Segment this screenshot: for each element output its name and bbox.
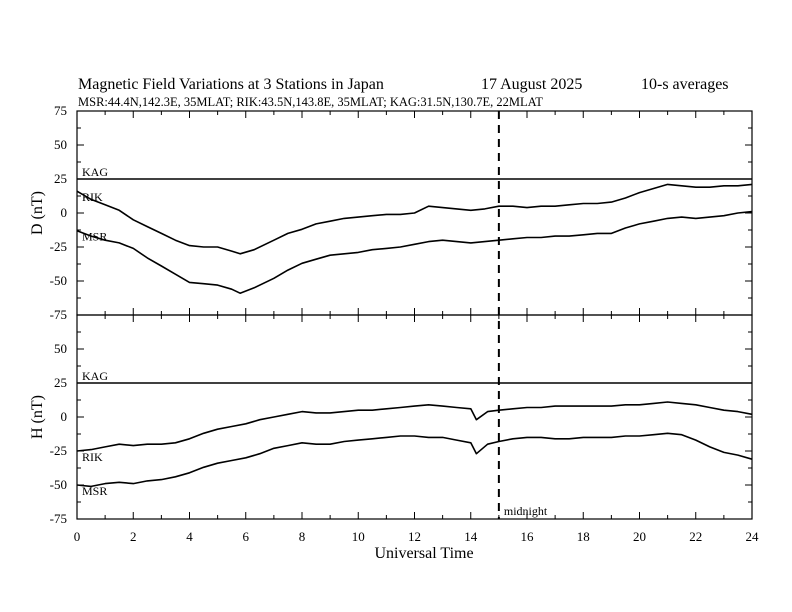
y-axis-label: H (nT) (29, 395, 46, 439)
y-tick-label: 50 (54, 341, 67, 356)
panel-frame (76, 314, 753, 520)
x-tick-label: 4 (186, 529, 193, 544)
x-axis-ticks: 0 2 4 6 8 10 12 14 16 18 20 22 24 (74, 529, 759, 544)
series-line-rik (76, 401, 753, 452)
x-tick-label: 16 (521, 529, 535, 544)
x-tick-label: 6 (243, 529, 250, 544)
series-label-rik: RIK (82, 450, 103, 464)
stations-info: MSR:44.4N,142.3E, 35MLAT; RIK:43.5N,143.… (78, 95, 543, 109)
x-tick-label: 20 (633, 529, 646, 544)
series-label-kag: KAG (82, 369, 108, 383)
y-tick-label: -25 (50, 239, 67, 254)
chart-date: 17 August 2025 (481, 76, 582, 93)
series-line-msr (76, 210, 753, 295)
x-tick-label: 12 (408, 529, 421, 544)
series-label-msr: MSR (82, 230, 107, 244)
x-tick-label: 10 (352, 529, 365, 544)
declination-panel: 75 50 25 0 -25 -50 -75 D (nT) KAG RIK MSR (29, 103, 753, 322)
series-line-rik (76, 183, 753, 255)
y-tick-label: -75 (50, 307, 67, 322)
chart-title: Magnetic Field Variations at 3 Stations … (78, 76, 384, 93)
x-tick-label: 2 (130, 529, 137, 544)
y-tick-label: 25 (54, 375, 67, 390)
y-tick-label: -75 (50, 511, 67, 526)
x-axis-label: Universal Time (374, 545, 473, 562)
averaging-note: 10-s averages (641, 76, 729, 93)
x-tick-label: 14 (464, 529, 478, 544)
y-tick-label: 0 (61, 205, 68, 220)
series-label-msr: MSR (82, 484, 107, 498)
x-tick-label: 8 (299, 529, 306, 544)
x-tick-label: 0 (74, 529, 81, 544)
y-axis-label: D (nT) (29, 191, 46, 235)
x-tick-label: 24 (746, 529, 760, 544)
y-tick-label: 75 (54, 103, 67, 118)
y-tick-label: -50 (50, 477, 67, 492)
horizontal-panel: 50 25 0 -25 -50 -75 H (nT) KAG RIK MSR (29, 314, 753, 526)
series-line-msr (76, 432, 753, 488)
midnight-label: midnight (504, 504, 548, 518)
y-tick-label: 0 (61, 409, 68, 424)
y-tick-label: 50 (54, 137, 67, 152)
y-tick-label: 25 (54, 171, 67, 186)
y-tick-label: -50 (50, 273, 67, 288)
y-tick-label: -25 (50, 443, 67, 458)
x-tick-label: 18 (577, 529, 590, 544)
series-label-rik: RIK (82, 190, 103, 204)
x-tick-label: 22 (689, 529, 702, 544)
series-label-kag: KAG (82, 165, 108, 179)
